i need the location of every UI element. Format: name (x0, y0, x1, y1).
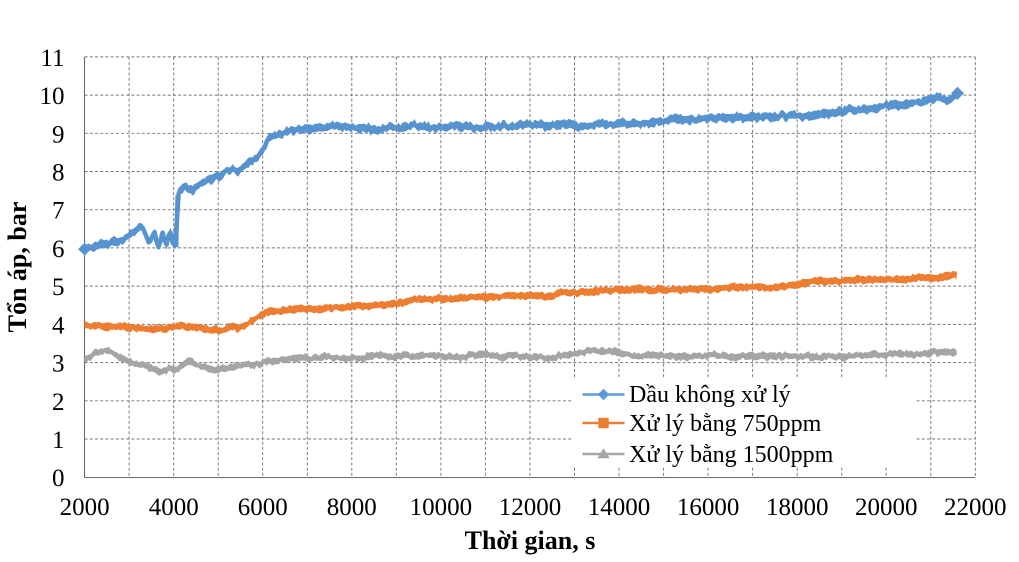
svg-text:10000: 10000 (410, 494, 473, 521)
svg-text:Xử lý bằng 750ppm: Xử lý bằng 750ppm (629, 411, 822, 437)
svg-text:16000: 16000 (677, 494, 740, 521)
svg-text:22000: 22000 (944, 494, 1007, 521)
svg-text:6000: 6000 (238, 494, 288, 521)
svg-text:Xử lý bằng 1500ppm: Xử lý bằng 1500ppm (629, 442, 834, 468)
svg-text:3: 3 (52, 351, 65, 378)
svg-text:0: 0 (52, 465, 65, 492)
svg-text:12000: 12000 (499, 494, 562, 521)
svg-text:2: 2 (52, 389, 65, 416)
svg-text:9: 9 (52, 121, 65, 148)
svg-text:7: 7 (52, 198, 65, 225)
svg-text:6: 6 (52, 236, 65, 263)
svg-text:2000: 2000 (60, 494, 110, 521)
svg-text:8: 8 (52, 160, 65, 187)
svg-text:8000: 8000 (327, 494, 377, 521)
svg-text:4: 4 (52, 312, 65, 339)
svg-text:5: 5 (52, 274, 65, 301)
svg-text:14000: 14000 (588, 494, 651, 521)
svg-text:18000: 18000 (766, 494, 829, 521)
svg-text:10: 10 (40, 83, 65, 110)
svg-text:11: 11 (40, 45, 64, 72)
svg-text:4000: 4000 (149, 494, 199, 521)
svg-text:20000: 20000 (855, 494, 918, 521)
svg-text:1: 1 (52, 427, 65, 454)
svg-text:Tổn áp, bar: Tổn áp, bar (3, 202, 32, 333)
svg-text:Thời gian, s: Thời gian, s (465, 526, 596, 555)
svg-text:Dầu không xử lý: Dầu không xử lý (629, 382, 791, 408)
